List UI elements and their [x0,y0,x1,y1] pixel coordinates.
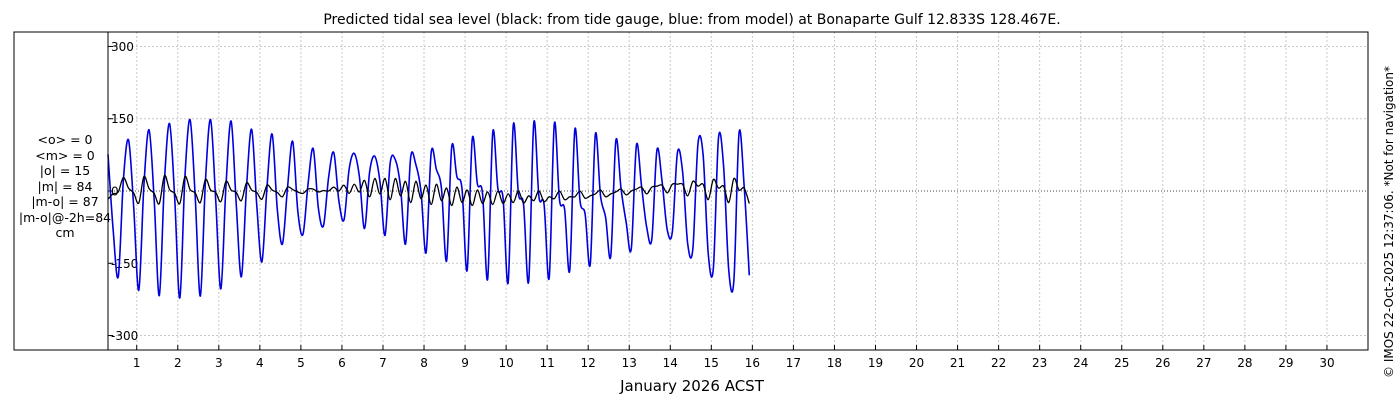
x-tick-label: 7 [379,356,387,370]
x-tick-label: 15 [704,356,719,370]
plot-frame [107,31,1369,351]
grid [108,32,1368,350]
series-gauge-line [107,174,750,207]
x-axis-label: January 2026 ACST [619,377,765,395]
y-tick-label: 150 [111,112,134,126]
stat-line: cm [55,225,75,240]
x-tick-label: 14 [663,356,678,370]
x-tick-label: 20 [909,356,924,370]
x-tick-label: 3 [215,356,223,370]
x-tick-label: 13 [622,356,637,370]
x-tick-label: 1 [133,356,141,370]
x-tick-label: 29 [1278,356,1293,370]
x-tick-label: 5 [297,356,305,370]
x-tick-label: 2 [174,356,182,370]
stat-line: |m-o|@-2h=84 [18,209,112,225]
y-tick-label: -300 [111,329,138,343]
x-tick-label: 8 [420,356,428,370]
x-tick-label: 11 [540,356,555,370]
stat-line: <o> = 0 [37,132,93,147]
chart-title: Predicted tidal sea level (black: from t… [323,12,1060,28]
x-tick-label: 4 [256,356,264,370]
x-tick-label: 28 [1237,356,1252,370]
x-tick-label: 21 [950,356,965,370]
x-tick-label: 26 [1155,356,1170,370]
copyright-note: © IMOS 22-Oct-2025 12:37:06. *Not for na… [1382,66,1396,378]
x-tick-label: 22 [991,356,1006,370]
x-tick-label: 18 [827,356,842,370]
x-tick-label: 23 [1032,356,1047,370]
stat-line: <m> = 0 [35,147,95,163]
y-tick-label: 0 [111,185,119,199]
x-tick-label: 17 [786,356,801,370]
statistics-panel: <o> = 0 <m> = 0 |o| = 15 |m| = 84 |m-o| = 87… [4,132,126,241]
stat-line: |m-o| = 87 [31,194,99,209]
x-tick-label: 24 [1073,356,1088,370]
y-tick-label: 300 [111,40,134,54]
series-model-line [107,118,751,299]
x-tick-label: 19 [868,356,883,370]
x-tick-label: 30 [1319,356,1334,370]
y-tick-label: -150 [111,257,138,271]
axes: 1 2 3 4 5 6 7 8 9 10 11 12 13 14 15 16 17 18 19 20 21 22 23 24 2… [108,40,1335,370]
stat-line: |o| = 15 [39,163,91,178]
x-tick-label: 9 [461,356,469,370]
x-tick-label: 10 [498,356,513,370]
x-tick-label: 6 [338,356,346,370]
x-tick-label: 25 [1114,356,1129,370]
x-tick-label: 16 [745,356,760,370]
series-group [107,118,751,299]
stat-line: |m| = 84 [37,178,93,194]
x-tick-label: 27 [1196,356,1211,370]
x-tick-label: 12 [581,356,596,370]
